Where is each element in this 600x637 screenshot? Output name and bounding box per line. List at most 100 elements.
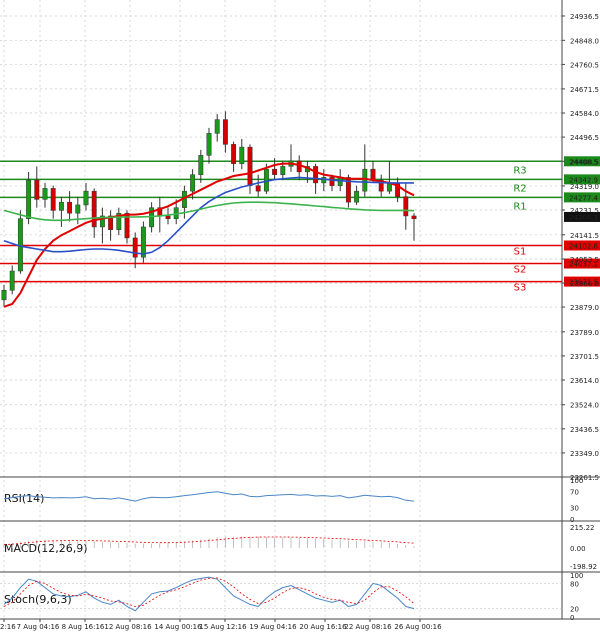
- x-tick-label: 12 Aug 08:16: [104, 623, 152, 631]
- candle-body: [403, 196, 409, 217]
- level-price-label: 24277.4: [569, 194, 598, 202]
- x-tick-label: 15 Aug 12:16: [199, 623, 247, 631]
- candle-body: [75, 204, 81, 214]
- level-price-box: [564, 258, 600, 269]
- y-tick-label: 24848.0: [570, 37, 599, 45]
- candle-body: [354, 190, 360, 203]
- current-price-box: [564, 211, 600, 222]
- x-tick-label: 14 Aug 00:16: [154, 623, 202, 631]
- candle-body: [91, 190, 97, 228]
- stoch-tick-label: 100: [570, 572, 583, 580]
- candle-body: [378, 179, 384, 192]
- ma-line: [3, 162, 415, 308]
- x-tick-label: 2:16: [0, 623, 16, 631]
- macd-tick-label: 0.00: [570, 545, 586, 553]
- y-tick-label: 23349.0: [570, 450, 599, 458]
- candle-body: [362, 168, 368, 192]
- candle-body: [42, 188, 48, 200]
- macd-signal-line: [3, 536, 415, 545]
- stoch-tick-label: 20: [570, 606, 579, 614]
- candle-body: [280, 166, 286, 175]
- rsi-tick-label: 0: [570, 516, 574, 524]
- level-price-label: 24342.9: [569, 176, 598, 184]
- y-tick-label: 24053.5: [570, 256, 599, 264]
- x-tick-label: 22 Aug 08:16: [344, 623, 392, 631]
- candle-body: [132, 237, 138, 258]
- level-name-r3: R3: [513, 165, 526, 176]
- candle-body: [231, 144, 237, 164]
- macd-title: MACD(12,26,9): [4, 542, 88, 555]
- candle-body: [239, 146, 245, 164]
- y-tick-label: 23701.5: [570, 353, 599, 361]
- y-tick-label: 24231.5: [570, 207, 599, 215]
- candle-body: [165, 215, 171, 219]
- candle-body: [26, 179, 32, 219]
- y-tick-label: 24760.5: [570, 61, 599, 69]
- candle-body: [67, 201, 73, 214]
- candle-body: [9, 270, 15, 291]
- candle-body: [34, 179, 40, 200]
- candle-body: [83, 190, 89, 206]
- ma-line: [3, 201, 415, 222]
- x-tick-label: 19 Aug 04:16: [249, 623, 297, 631]
- x-tick-label: 26 Aug 00:16: [394, 623, 442, 631]
- candle-body: [329, 177, 335, 186]
- y-tick-label: 23524.0: [570, 402, 599, 410]
- candle-body: [17, 218, 23, 272]
- candle-body: [190, 174, 196, 192]
- level-price-label: 24037.1: [569, 261, 598, 269]
- y-tick-label: 24496.5: [570, 134, 599, 142]
- level-name-r1: R1: [513, 201, 526, 212]
- y-tick-label: 23261.5: [570, 474, 599, 482]
- stoch-k-line: [3, 576, 415, 612]
- macd-tick-label: -198.92: [570, 563, 597, 571]
- level-price-label: 24102.6: [569, 242, 598, 250]
- level-price-box: [564, 174, 600, 185]
- y-tick-label: 24319.0: [570, 183, 599, 191]
- candle-body: [247, 146, 253, 186]
- x-tick-label: 8 Aug 16:16: [62, 623, 105, 631]
- level-name-s3: S3: [514, 283, 527, 294]
- candle-body: [345, 177, 351, 203]
- candle-body: [198, 155, 204, 175]
- candle-body: [116, 212, 122, 230]
- rsi-tick-label: 100: [570, 477, 583, 485]
- stoch-tick-label: 80: [570, 580, 579, 588]
- current-price-label: 24206.3: [569, 214, 598, 222]
- x-tick-label: 20 Aug 16:16: [299, 623, 347, 631]
- candle-body: [272, 168, 278, 175]
- candle-body: [50, 188, 56, 211]
- y-tick-label: 24408.5: [570, 158, 599, 166]
- level-price-box: [564, 240, 600, 251]
- candle-body: [58, 201, 64, 211]
- candle-body: [222, 119, 228, 145]
- level-price-box: [564, 276, 600, 287]
- candle-body: [206, 133, 212, 156]
- candle-body: [255, 185, 261, 192]
- y-tick-label: 24936.5: [570, 13, 599, 21]
- stoch-d-line: [3, 577, 415, 607]
- candle-body: [99, 215, 105, 228]
- rsi-tick-label: 30: [570, 504, 579, 512]
- level-price-box: [564, 192, 600, 203]
- level-price-label: 24408.5: [569, 158, 598, 166]
- candle-body: [140, 226, 146, 258]
- x-tick-label: 7 Aug 04:16: [17, 623, 60, 631]
- y-tick-label: 24141.5: [570, 232, 599, 240]
- rsi-tick-label: 70: [570, 489, 579, 497]
- ma-line: [3, 176, 414, 255]
- candle-body: [108, 215, 114, 230]
- candle-body: [1, 289, 7, 301]
- candle-body: [313, 166, 319, 184]
- candle-body: [411, 215, 417, 219]
- macd-tick-label: 215.22: [570, 524, 595, 532]
- level-name-s2: S2: [514, 265, 527, 276]
- candle-body: [214, 119, 220, 134]
- rsi-line: [3, 491, 415, 502]
- y-tick-label: 23789.0: [570, 329, 599, 337]
- y-tick-label: 23614.0: [570, 377, 599, 385]
- level-price-label: 23971.5: [569, 279, 598, 287]
- candle-body: [263, 168, 269, 192]
